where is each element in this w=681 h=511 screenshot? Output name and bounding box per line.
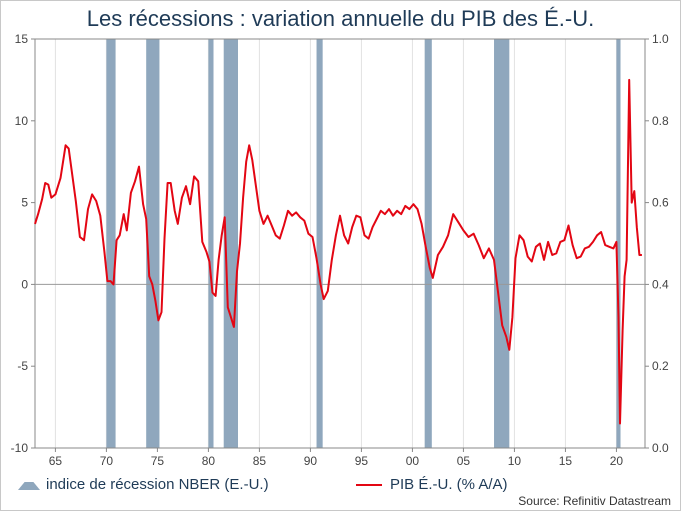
- x-tick-label: 80: [202, 454, 216, 468]
- x-tick-label: 75: [151, 454, 165, 468]
- recession-band-7: [494, 39, 510, 448]
- recession-band-1: [106, 39, 116, 448]
- x-tick-label: 15: [559, 454, 573, 468]
- source-note: Source: Refinitiv Datastream: [518, 494, 671, 508]
- recession-band-2: [146, 39, 160, 448]
- x-tick-label: 20: [610, 454, 624, 468]
- y-left-tick-label: 15: [15, 32, 29, 46]
- legend-label-recession: indice de récession NBER (E.-U.): [46, 476, 269, 493]
- y-right-tick-label: 0.2: [652, 359, 669, 373]
- y-left-tick-label: -5: [17, 359, 28, 373]
- x-tick-label: 95: [355, 454, 369, 468]
- gdp-series-line: [34, 78, 642, 425]
- y-right-tick-label: 0.6: [652, 196, 669, 210]
- gdp-line-swatch-icon: [356, 484, 382, 487]
- x-tick-label: 90: [304, 454, 318, 468]
- y-right-tick-label: 1.0: [652, 32, 669, 46]
- recession-band-5: [316, 39, 323, 448]
- recession-band-8: [616, 39, 621, 448]
- plot-area-border: [34, 38, 646, 449]
- x-tick-label: 65: [49, 454, 63, 468]
- y-left-tick-label: 0: [21, 277, 28, 291]
- y-left-tick-label: -10: [11, 441, 29, 455]
- y-left-tick-label: 5: [21, 196, 28, 210]
- x-tick-label: 85: [253, 454, 267, 468]
- recession-band-4: [223, 39, 238, 448]
- chart-title: Les récessions : variation annuelle du P…: [86, 6, 595, 31]
- y-right-tick-label: 0.4: [652, 277, 669, 291]
- y-right-tick-label: 0.8: [652, 114, 669, 128]
- x-tick-label: 70: [100, 454, 114, 468]
- y-left-tick-label: 10: [15, 114, 29, 128]
- legend-item-recession: indice de récession NBER (E.-U.): [18, 476, 269, 493]
- x-tick-label: 10: [508, 454, 522, 468]
- recession-band-6: [424, 39, 432, 448]
- legend-label-gdp: PIB É.-U. (% A/A): [390, 476, 508, 493]
- legend-item-gdp: PIB É.-U. (% A/A): [356, 476, 508, 493]
- recession-band-3: [208, 39, 214, 448]
- recession-swatch-icon: [18, 482, 40, 491]
- x-tick-label: 05: [457, 454, 471, 468]
- x-tick-label: 00: [406, 454, 420, 468]
- y-right-tick-label: 0.0: [652, 441, 669, 455]
